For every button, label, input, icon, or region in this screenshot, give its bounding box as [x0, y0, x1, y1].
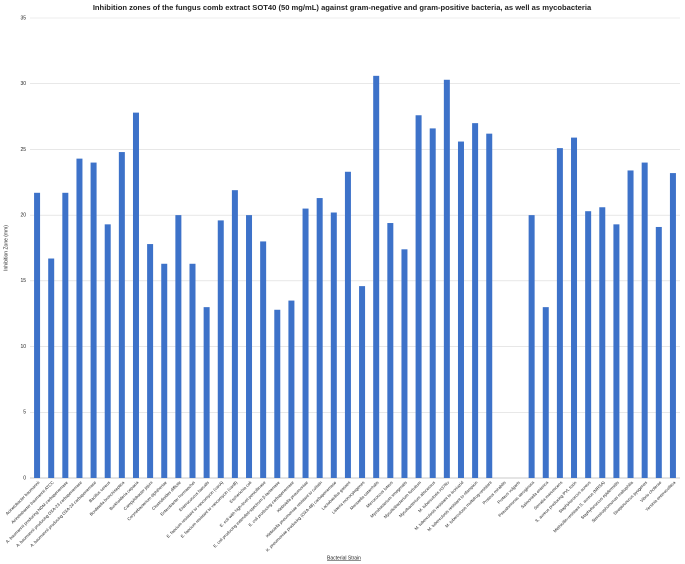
bar: [76, 158, 83, 478]
x-tick-label: A. baumannii producing OXA-23 carbapenem…: [15, 479, 84, 548]
bar: [330, 212, 337, 478]
y-tick-label: 0: [23, 475, 26, 481]
bar: [260, 241, 267, 478]
bar: [401, 249, 408, 478]
y-tick-label: 15: [20, 278, 26, 284]
bar: [669, 173, 676, 479]
bar: [274, 309, 281, 478]
bar: [62, 192, 69, 479]
bar: [528, 215, 535, 478]
bar: [571, 137, 578, 478]
chart-title: Inhibition zones of the fungus comb extr…: [93, 3, 592, 12]
bar: [655, 226, 662, 478]
bar: [457, 141, 464, 479]
y-axis-label: Inhibition Zone (mm): [3, 225, 9, 271]
y-tick-label: 25: [20, 147, 26, 153]
bar: [472, 123, 479, 479]
x-tick-label: A. baumannii producing OXA-24 carbapenem…: [29, 479, 98, 548]
bar: [373, 75, 380, 478]
bar: [387, 223, 394, 478]
bar: [90, 162, 97, 479]
bar: [359, 286, 366, 478]
bar: [599, 207, 606, 478]
x-tick-label: E. coli producing extended-spectrum β-la…: [212, 479, 281, 548]
bar: [443, 79, 450, 479]
bar: [161, 263, 168, 478]
y-tick-label: 30: [20, 81, 26, 87]
bar: [217, 220, 224, 478]
bar: [316, 198, 323, 479]
bar: [344, 171, 351, 478]
bar: [203, 307, 210, 478]
bar: [175, 215, 182, 478]
bar: [288, 300, 295, 478]
bar: [415, 115, 422, 478]
bar: [302, 208, 309, 479]
y-tick-label: 5: [23, 410, 26, 416]
bar: [132, 112, 139, 478]
bar: [147, 244, 154, 478]
y-tick-label: 10: [20, 344, 26, 350]
bar: [48, 258, 55, 478]
bar: [429, 128, 436, 478]
bar: [246, 215, 253, 478]
bar: [641, 162, 648, 479]
bar: [486, 133, 493, 478]
bar: [231, 190, 238, 478]
bar: [627, 170, 634, 478]
bar: [556, 148, 563, 478]
bar: [118, 152, 125, 479]
bar: [104, 224, 111, 478]
y-tick-label: 35: [20, 15, 26, 21]
bar: [613, 224, 620, 478]
bar: [542, 307, 549, 478]
x-axis-label: Bacterial Strain: [327, 555, 361, 561]
bar: [34, 192, 41, 479]
x-tick-label: A. baumannii producing NDM carbapenemase: [5, 479, 70, 544]
bar: [585, 211, 592, 478]
y-tick-label: 20: [20, 212, 26, 218]
bar: [189, 263, 196, 478]
